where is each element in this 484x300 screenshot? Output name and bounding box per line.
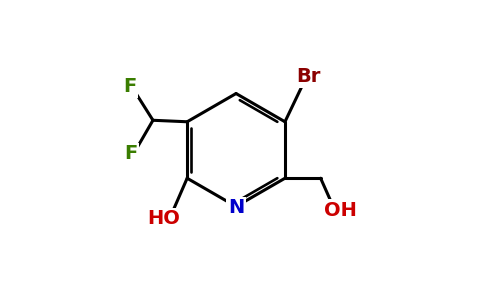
Text: HO: HO bbox=[147, 209, 180, 229]
Text: N: N bbox=[228, 199, 244, 218]
Text: F: F bbox=[123, 77, 136, 96]
Text: Br: Br bbox=[297, 67, 321, 86]
Text: OH: OH bbox=[323, 201, 356, 220]
Text: F: F bbox=[125, 144, 138, 164]
